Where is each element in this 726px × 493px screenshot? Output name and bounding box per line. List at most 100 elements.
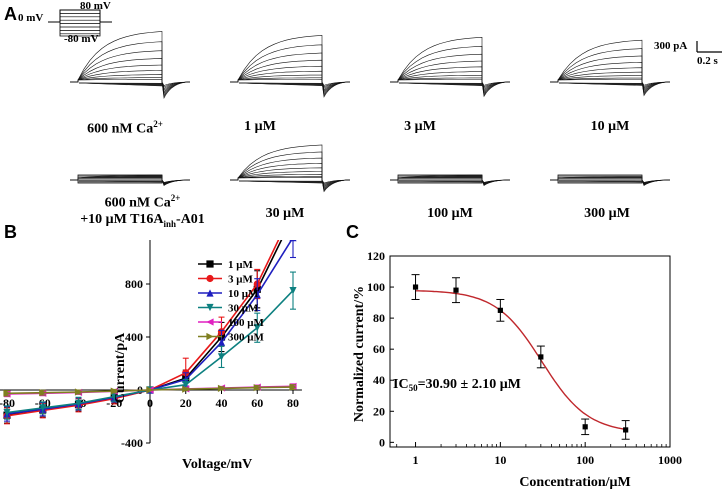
data-point <box>182 381 190 389</box>
data-point <box>74 399 83 407</box>
legend-entry-30m: 30 μM <box>228 303 259 315</box>
current-traces <box>70 31 671 193</box>
protocol-bottom-label: -80 mV <box>64 33 99 45</box>
data-point <box>206 303 214 312</box>
trace-label-100um: 100 μM <box>427 206 473 221</box>
data-point <box>206 260 214 268</box>
dose-y-tick-label: 0 <box>379 435 385 449</box>
inward-trace <box>238 82 323 87</box>
iv-x-tick-label: 20 <box>180 396 192 410</box>
dose-x-tick-label: 10 <box>494 453 506 467</box>
dose-y-axis-label: Normalized current/% <box>352 286 367 422</box>
dose-point <box>582 424 588 430</box>
data-point <box>253 324 261 332</box>
dose-y-tick-label: 80 <box>373 311 385 325</box>
data-point <box>146 386 154 394</box>
panel-a-letter: A <box>4 4 17 24</box>
iv-x-axis-label: Voltage/mV <box>182 457 252 472</box>
data-point <box>289 383 297 391</box>
hill-fit-curve <box>415 290 626 431</box>
data-point <box>3 408 11 417</box>
scale-bar-time: 0.2 s <box>697 55 719 67</box>
iv-x-tick-label: 40 <box>216 396 228 410</box>
dose-y-tick-label: 20 <box>373 404 385 418</box>
outward-trace <box>550 39 671 97</box>
scale-bar: 300 pA 0.2 s <box>654 40 722 67</box>
trace-label-600nm-inhibitor: 600 nM Ca2+ +10 μM T16Ainh-A01 <box>80 193 205 229</box>
legend-entry-10m: 10 μM <box>228 288 259 300</box>
ic50-annotation: IC50=30.90 ± 2.10 μM <box>393 377 521 393</box>
iv-y-axis-label: Current/pA <box>113 332 128 403</box>
outward-trace <box>230 35 351 98</box>
data-point <box>289 287 297 295</box>
iv-y-tick-label: 800 <box>125 277 143 291</box>
protocol-hold-label: 0 mV <box>18 12 43 24</box>
outward-trace <box>390 45 511 96</box>
iv-y-tick-label: -400 <box>121 436 143 450</box>
iv-axes: -80-60-40-20020406080-400040080012001600 <box>0 240 302 450</box>
dose-x-tick-label: 1 <box>413 453 419 467</box>
data-point <box>217 384 226 393</box>
outward-trace <box>230 157 351 191</box>
data-point <box>206 289 214 297</box>
data-point <box>110 387 118 395</box>
dose-points <box>411 274 630 440</box>
outward-trace <box>70 31 191 100</box>
inward-trace <box>558 82 643 86</box>
dose-point <box>497 307 503 313</box>
panel-a-traces: 0 mV 80 mV -80 mV 300 pA 0.2 s <box>18 0 722 193</box>
legend-entry-1m: 1 μM <box>228 259 253 271</box>
outward-trace <box>70 41 191 98</box>
outward-trace <box>70 177 191 184</box>
inward-trace <box>78 82 163 87</box>
dose-x-tick-label: 1000 <box>658 453 682 467</box>
dose-point <box>623 427 629 433</box>
dose-plot-frame <box>389 255 671 448</box>
outward-trace <box>390 177 511 184</box>
inward-trace <box>238 180 323 184</box>
dose-point <box>412 284 419 290</box>
dose-y-tick-label: 40 <box>373 373 385 387</box>
iv-series-300m <box>3 383 297 397</box>
data-point <box>206 332 214 341</box>
data-point <box>182 385 190 393</box>
data-point <box>39 404 47 412</box>
dose-y-tick-label: 120 <box>367 249 385 263</box>
dose-y-tick-label: 60 <box>373 342 385 356</box>
voltage-protocol <box>48 9 112 37</box>
outward-trace <box>230 144 351 193</box>
data-point <box>74 388 83 396</box>
legend-entry-3m: 3 μM <box>228 274 253 286</box>
outward-trace <box>390 36 511 98</box>
inward-trace <box>398 82 483 86</box>
trace-label-30um: 30 μM <box>265 206 305 221</box>
panel-c-letter: C <box>346 222 359 242</box>
outward-trace <box>550 176 671 186</box>
outward-trace <box>230 44 351 97</box>
outward-trace <box>390 53 511 95</box>
trace-label-3um: 3 μM <box>404 119 436 134</box>
data-point <box>217 338 226 346</box>
legend-entry-300m: 300 μM <box>228 332 264 344</box>
dose-y-tick-label: 100 <box>367 280 385 294</box>
data-point <box>289 240 297 242</box>
dose-point <box>453 287 459 293</box>
trace-label-1um: 1 μM <box>244 119 276 134</box>
legend-entry-100m: 100 μM <box>228 317 264 329</box>
outward-trace <box>550 177 671 184</box>
trace-label-600nm: 600 nM Ca2+ <box>87 119 163 137</box>
data-point <box>39 389 47 397</box>
data-point <box>110 393 118 401</box>
data-point <box>3 389 11 397</box>
data-point <box>206 274 214 283</box>
iv-x-tick-label: -80 <box>0 396 15 410</box>
iv-x-tick-label: 60 <box>251 396 263 410</box>
iv-y-tick-label: 400 <box>125 330 143 344</box>
protocol-neg-step <box>59 22 101 37</box>
dose-point <box>538 354 544 360</box>
dose-x-tick-label: 100 <box>576 453 594 467</box>
data-point <box>253 291 261 299</box>
trace-label-300um: 300 μM <box>584 206 630 221</box>
dose-x-axis-label: Concentration/μM <box>519 475 630 490</box>
